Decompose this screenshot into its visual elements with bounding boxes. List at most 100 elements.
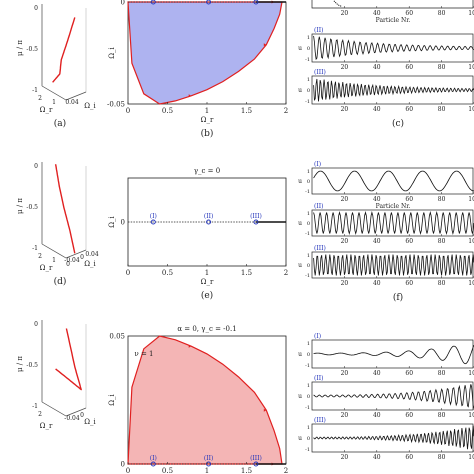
series-line: [313, 78, 474, 102]
y-tick-label: 1: [307, 383, 310, 389]
y-tick-label: 0: [307, 179, 310, 185]
x-tick-label: 40: [373, 280, 381, 287]
x-tick-label: 1.5: [241, 467, 252, 474]
x-tick-label: 20: [341, 106, 349, 113]
x-tick-label: 1.5: [241, 269, 252, 277]
y-tick-label: 1: [307, 425, 310, 431]
z-axis-label: μ / π: [16, 356, 24, 372]
point-marker: [150, 0, 156, 5]
x-tick-label: 0: [126, 269, 130, 277]
y-axis-label: Ω_i: [108, 46, 116, 58]
point-marker: [150, 219, 156, 225]
y-tick-label: 1: [307, 211, 310, 217]
omega-r-label: Ω_r: [40, 422, 53, 430]
panel-waves: (I)10-1u20406080100Particle Nr.(II)10-1u…: [298, 161, 474, 303]
x-tick-label: 100: [468, 370, 474, 377]
wave-subplot: (I) 1 0 -1u 20 40 60 80 100: [298, 333, 474, 377]
x-tick-label: 20: [341, 238, 349, 245]
point-label: (I): [150, 455, 157, 462]
omega-i-label: Ω_i: [84, 260, 96, 268]
x-tick-label: 100: [468, 238, 474, 245]
subplot-frame: [311, 251, 474, 279]
z-tick-label: -1: [32, 87, 38, 94]
point-label: (II): [204, 213, 213, 220]
x-tick-label: 60: [405, 10, 413, 17]
point-label: (III): [250, 455, 262, 462]
panel-label: (d): [54, 276, 67, 287]
subplot-label: (III): [314, 245, 326, 252]
y-tick-label: 0: [307, 352, 310, 358]
stable-region: [127, 1, 283, 105]
y-tick-label: 0: [307, 394, 310, 400]
x-tick-label: 80: [438, 238, 446, 245]
omega-i-tick-label: 0: [80, 254, 84, 261]
x-tick-label: 80: [438, 454, 446, 461]
series-line: [313, 384, 474, 409]
x-tick-label: 60: [405, 280, 413, 287]
y-tick-label: 0: [121, 219, 125, 227]
panel-3d: 0 -0.5 -1 μ / π 2 1 0.04 Ω_r Ω_i (a): [16, 4, 97, 129]
subplot-frame: [311, 167, 474, 195]
subplot-label: (II): [314, 375, 323, 382]
axis-omega-i: [65, 407, 87, 417]
axis-omega-r: [41, 85, 67, 101]
axis-omega-r: [41, 401, 67, 417]
x-tick-label: 40: [373, 64, 381, 71]
x-tick-label: 20: [341, 196, 349, 203]
subplot-frame: [311, 423, 474, 453]
wave-subplot: (I) 1 0 -1u 20 40 60 80 100 Particle Nr.: [298, 161, 474, 210]
y-axis-label: u: [298, 220, 302, 227]
x-tick-label: 40: [373, 106, 381, 113]
y-tick-label: -1: [305, 405, 310, 411]
x-tick-label: 20: [341, 10, 349, 17]
subplot-frame: [311, 33, 474, 63]
subplot-frame: [311, 0, 474, 9]
y-axis-label: u: [298, 178, 302, 185]
direction-arrow: [188, 94, 192, 98]
x-tick-label: 1: [205, 467, 209, 474]
x-tick-label: 100: [468, 412, 474, 419]
y-tick-label: -1: [305, 57, 310, 63]
omega-r-label: Ω_r: [40, 264, 53, 272]
annotation: ν = 1: [134, 350, 153, 358]
x-axis-label: Particle Nr.: [376, 203, 411, 210]
z-tick-label: 0: [34, 321, 38, 328]
plot-title: α = 0, γ_c = -0.1: [177, 325, 236, 333]
y-tick-label: -1: [305, 189, 310, 195]
series-3d-curve: [54, 164, 76, 254]
x-tick-label: 0.5: [162, 467, 173, 474]
y-tick-label: 1: [307, 35, 310, 41]
subplot-frame: [311, 339, 474, 369]
point-label: (III): [250, 213, 262, 220]
x-tick-label: 40: [373, 412, 381, 419]
series-line: [333, 0, 343, 7]
x-tick-label: 80: [438, 106, 446, 113]
x-tick-label: 100: [468, 280, 474, 287]
x-tick-label: 20: [341, 64, 349, 71]
x-tick-label: 40: [373, 238, 381, 245]
x-tick-label: 1.5: [241, 107, 252, 115]
point-marker: [206, 0, 212, 5]
subplot-label: (I): [314, 161, 321, 168]
x-tick-label: 100: [468, 106, 474, 113]
y-tick-label: -1: [305, 363, 310, 369]
y-tick-label: 0: [121, 461, 125, 469]
axis-omega-r: [41, 243, 67, 259]
y-tick-label: -1: [305, 99, 310, 105]
y-tick-label: 0.05: [109, 333, 125, 341]
wave-subplot: 20 40 60 80 100 Particle Nr.: [311, 0, 474, 24]
x-tick-label: 60: [405, 196, 413, 203]
plot-title: γ_c = 0: [194, 167, 220, 175]
y-tick-label: -0.05: [107, 101, 125, 109]
panel-plane: γ_c = 0 (I) (II) (III) 0 0.5 1 1.5 2 0 Ω_i Ω_r (e): [108, 167, 288, 301]
z-axis-label: μ / π: [16, 198, 24, 214]
z-tick-label: -1: [32, 403, 38, 410]
x-tick-label: 80: [438, 64, 446, 71]
z-tick-label: 0: [34, 5, 38, 12]
x-tick-label: 2: [284, 107, 288, 115]
point-marker: [253, 219, 259, 225]
x-tick-label: 20: [341, 280, 349, 287]
